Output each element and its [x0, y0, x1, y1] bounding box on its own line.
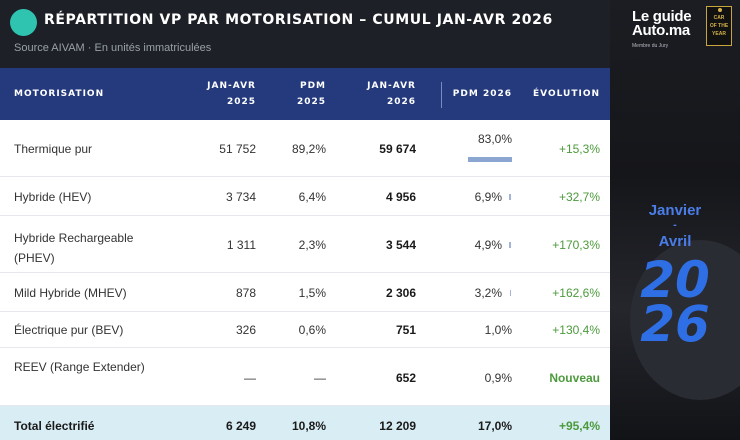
total-2026: 12 209 — [379, 419, 416, 433]
evolution: +15,3% — [558, 142, 600, 156]
table-row[interactable]: Électrique pur (BEV) 326 0,6% 751 1,0% +… — [0, 312, 610, 348]
side-panel: Le guide Auto.ma Membre du Jury CAR OF T… — [610, 0, 740, 440]
value-2025: 878 — [235, 286, 256, 300]
period-end: Avril — [658, 233, 692, 250]
total-row[interactable]: Total électrifié 6 249 10,8% 12 209 17,0… — [0, 406, 610, 440]
evolution: +162,6% — [552, 286, 600, 300]
pdm-2026-bar — [468, 157, 512, 162]
row-label: Thermique pur — [14, 142, 93, 156]
source-note: Source AIVAM · En unités immatriculées — [14, 42, 212, 54]
row-label: Électrique pur (BEV) — [14, 323, 124, 337]
evolution: +170,3% — [552, 238, 600, 252]
header-divider — [441, 82, 442, 108]
value-2026: 59 674 — [379, 142, 416, 156]
pdm-2026: 0,9% — [484, 371, 512, 385]
year-bottom: 26 — [640, 295, 710, 353]
pdm-2026: 3,2% — [474, 286, 502, 300]
row-label: Hybride (HEV) — [14, 190, 92, 204]
pdm-2026: 83,0% — [477, 132, 512, 146]
col-jan-avr-2025[interactable]: JAN-AVR 2025 — [207, 81, 256, 107]
table-row[interactable]: Hybride (HEV) 3 734 6,4% 4 956 6,9% +32,… — [0, 177, 610, 216]
total-pdm-2026: 17,0% — [477, 419, 512, 433]
value-2025: 1 311 — [226, 238, 256, 252]
background-car-shape — [630, 240, 740, 400]
pdm-2025: 89,2% — [291, 142, 326, 156]
table-row[interactable]: Hybride Rechargeable (PHEV) 1 311 2,3% 3… — [0, 216, 610, 273]
row-label: REEV (Range Extender) — [14, 360, 145, 374]
col-motorisation[interactable]: MOTORISATION — [14, 89, 105, 99]
value-2025: — — [244, 371, 256, 385]
value-2026: 3 544 — [385, 238, 416, 252]
total-label: Total électrifié — [14, 419, 95, 433]
col-pdm-2026[interactable]: PDM 2026 — [452, 89, 512, 99]
evolution: +32,7% — [558, 190, 600, 204]
pdm-2025: — — [314, 371, 326, 385]
total-evolution: +95,4% — [558, 419, 600, 433]
pdm-2026-bar — [509, 194, 511, 200]
period-start: Janvier — [648, 202, 702, 219]
value-2025: 51 752 — [219, 142, 256, 156]
pdm-2026-bar — [510, 290, 511, 296]
col-jan-avr-2026[interactable]: JAN-AVR 2026 — [367, 81, 416, 107]
pdm-2026: 1,0% — [484, 323, 512, 337]
total-pdm-2025: 10,8% — [291, 419, 326, 433]
brand-tagline: Membre du Jury — [632, 43, 669, 49]
value-2026: 2 306 — [385, 286, 416, 300]
table-row[interactable]: Mild Hybride (MHEV) 878 1,5% 2 306 3,2% … — [0, 273, 610, 312]
evolution: +130,4% — [552, 323, 600, 337]
row-label: Mild Hybride (MHEV) — [14, 286, 127, 300]
value-2026: 4 956 — [385, 190, 416, 204]
car-of-the-year-badge: CAR OF THE YEAR — [706, 6, 732, 46]
pdm-2025: 1,5% — [298, 286, 326, 300]
brand-logo[interactable]: Le guide Auto.ma — [632, 8, 692, 39]
brand-circle-icon — [10, 9, 37, 36]
card-header: RÉPARTITION VP PAR MOTORISATION – CUMUL … — [0, 0, 610, 68]
pdm-2026: 4,9% — [474, 238, 502, 252]
page-title: RÉPARTITION VP PAR MOTORISATION – CUMUL … — [44, 12, 553, 28]
stats-card: RÉPARTITION VP PAR MOTORISATION – CUMUL … — [0, 0, 610, 440]
pdm-2026: 6,9% — [474, 190, 502, 204]
year-top: 20 — [640, 251, 710, 309]
table-row[interactable]: Thermique pur 51 752 89,2% 59 674 83,0% … — [0, 120, 610, 177]
pdm-2025: 0,6% — [298, 323, 326, 337]
pdm-2025: 6,4% — [298, 190, 326, 204]
value-2026: 751 — [395, 323, 416, 337]
col-pdm-2025[interactable]: PDM 2025 — [296, 81, 326, 107]
col-evolution[interactable]: ÉVOLUTION — [533, 89, 600, 99]
table-row[interactable]: REEV (Range Extender) — — 652 0,9% Nouve… — [0, 348, 610, 406]
total-2025: 6 249 — [225, 419, 256, 433]
table-header: MOTORISATION JAN-AVR 2025 PDM 2025 JAN-A… — [0, 68, 610, 120]
value-2025: 326 — [235, 323, 256, 337]
pdm-2025: 2,3% — [298, 238, 326, 252]
row-label: Hybride Rechargeable (PHEV) — [14, 231, 134, 265]
period-separator: - — [673, 219, 677, 231]
value-2025: 3 734 — [225, 190, 256, 204]
value-2026: 652 — [395, 371, 416, 385]
evolution: Nouveau — [549, 371, 600, 385]
star-icon — [718, 8, 722, 12]
pdm-2026-bar — [509, 242, 511, 248]
